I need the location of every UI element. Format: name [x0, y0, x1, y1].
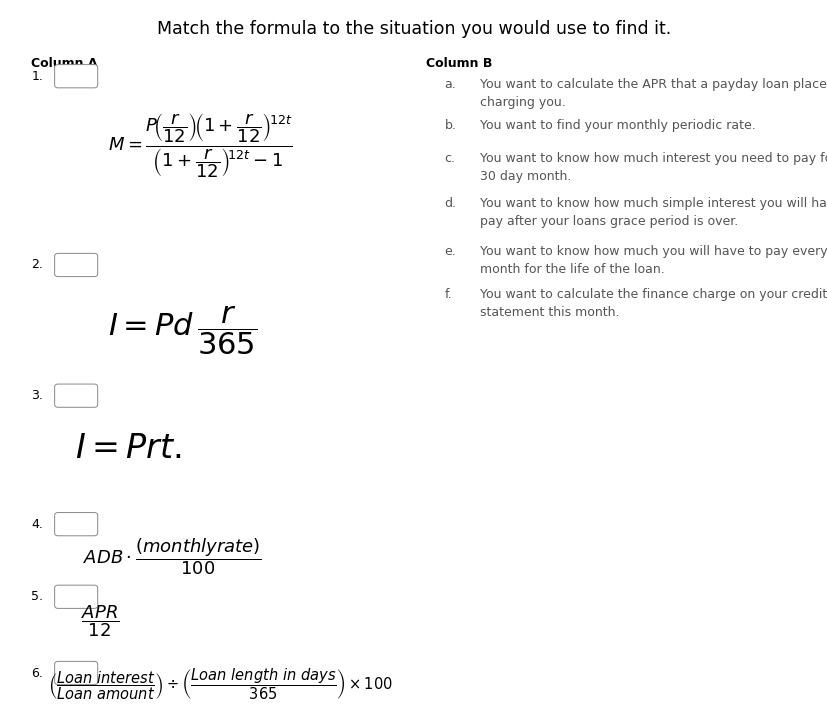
Text: You want to find your monthly periodic rate.: You want to find your monthly periodic r… — [480, 119, 755, 132]
FancyBboxPatch shape — [55, 661, 98, 685]
Text: You want to calculate the APR that a payday loan place is
charging you.: You want to calculate the APR that a pay… — [480, 78, 827, 110]
Text: e.: e. — [444, 245, 456, 258]
Text: $\dfrac{\mathit{APR}}{12}$: $\dfrac{\mathit{APR}}{12}$ — [81, 603, 120, 639]
Text: 5.: 5. — [31, 590, 43, 603]
Text: You want to know how much simple interest you will have to
pay after your loans : You want to know how much simple interes… — [480, 197, 827, 228]
Text: Column B: Column B — [426, 57, 492, 70]
FancyBboxPatch shape — [55, 585, 98, 608]
Text: You want to know how much interest you need to pay for a
30 day month.: You want to know how much interest you n… — [480, 152, 827, 184]
Text: d.: d. — [444, 197, 456, 210]
Text: $I = Pd\,\dfrac{r}{365}$: $I = Pd\,\dfrac{r}{365}$ — [108, 304, 256, 356]
FancyBboxPatch shape — [55, 65, 98, 88]
Text: $\left(\dfrac{\mathit{Loan\ interest}}{\mathit{Loan\ amount}}\right) \div \left(: $\left(\dfrac{\mathit{Loan\ interest}}{\… — [48, 666, 392, 701]
Text: $\mathit{ADB} \cdot \dfrac{\mathit{(monthlyrate)}}{100}$: $\mathit{ADB} \cdot \dfrac{\mathit{(mont… — [83, 537, 261, 577]
Text: 1.: 1. — [31, 70, 43, 83]
Text: $M = \dfrac{P\!\left(\dfrac{r}{12}\right)\!\left(1+\dfrac{r}{12}\right)^{\!12t}}: $M = \dfrac{P\!\left(\dfrac{r}{12}\right… — [108, 111, 292, 179]
Text: c.: c. — [444, 152, 455, 166]
Text: $I = Prt.$: $I = Prt.$ — [74, 432, 181, 465]
Text: 2.: 2. — [31, 258, 43, 272]
Text: a.: a. — [444, 78, 456, 91]
Text: Column A: Column A — [31, 57, 98, 70]
FancyBboxPatch shape — [55, 253, 98, 277]
Text: f.: f. — [444, 288, 452, 301]
Text: b.: b. — [444, 119, 456, 132]
Text: You want to calculate the finance charge on your credit card
statement this mont: You want to calculate the finance charge… — [480, 288, 827, 319]
Text: 3.: 3. — [31, 389, 43, 402]
FancyBboxPatch shape — [55, 513, 98, 536]
Text: You want to know how much you will have to pay every
month for the life of the l: You want to know how much you will have … — [480, 245, 827, 276]
FancyBboxPatch shape — [55, 384, 98, 407]
Text: Match the formula to the situation you would use to find it.: Match the formula to the situation you w… — [156, 20, 671, 38]
Text: 6.: 6. — [31, 666, 43, 680]
Text: 4.: 4. — [31, 518, 43, 531]
